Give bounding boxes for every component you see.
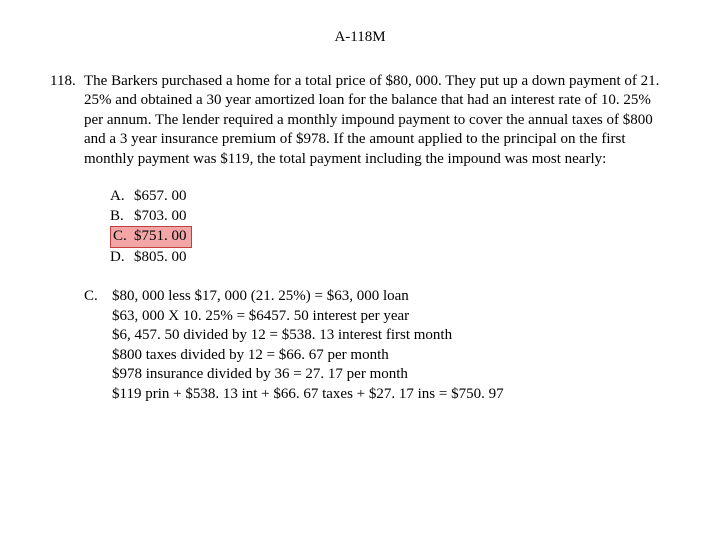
solution-block: C. $80, 000 less $17, 000 (21. 25%) = $6…: [84, 287, 670, 404]
choice-d: D. $805. 00: [110, 248, 670, 268]
page: A-118M 118. The Barkers purchased a home…: [0, 0, 720, 424]
page-header: A-118M: [50, 28, 670, 48]
question-text: The Barkers purchased a home for a total…: [84, 72, 670, 170]
question-block: 118. The Barkers purchased a home for a …: [50, 72, 670, 170]
choice-list: A. $657. 00 B. $703. 00 C. $751. 00 D. $…: [110, 187, 670, 267]
choice-b: B. $703. 00: [110, 207, 670, 227]
choice-letter: A.: [110, 187, 132, 207]
choice-letter: D.: [110, 248, 132, 268]
choice-value: $657. 00: [132, 187, 189, 207]
choice-a: A. $657. 00: [110, 187, 670, 207]
solution-line: $800 taxes divided by 12 = $66. 67 per m…: [112, 346, 670, 366]
choice-value: $703. 00: [132, 207, 189, 227]
solution-line: $978 insurance divided by 36 = 27. 17 pe…: [112, 365, 670, 385]
choice-letter: C.: [110, 226, 132, 248]
solution-line: $80, 000 less $17, 000 (21. 25%) = $63, …: [112, 287, 670, 307]
solution-line: $63, 000 X 10. 25% = $6457. 50 interest …: [112, 307, 670, 327]
solution-line: $6, 457. 50 divided by 12 = $538. 13 int…: [112, 326, 670, 346]
choice-c-highlighted: C. $751. 00: [110, 226, 670, 248]
solution-lines: $80, 000 less $17, 000 (21. 25%) = $63, …: [112, 287, 670, 404]
question-number: 118.: [50, 72, 84, 170]
choice-value: $805. 00: [132, 248, 189, 268]
choice-value: $751. 00: [132, 226, 192, 248]
solution-letter: C.: [84, 287, 112, 404]
choice-letter: B.: [110, 207, 132, 227]
solution-line: $119 prin + $538. 13 int + $66. 67 taxes…: [112, 385, 670, 405]
